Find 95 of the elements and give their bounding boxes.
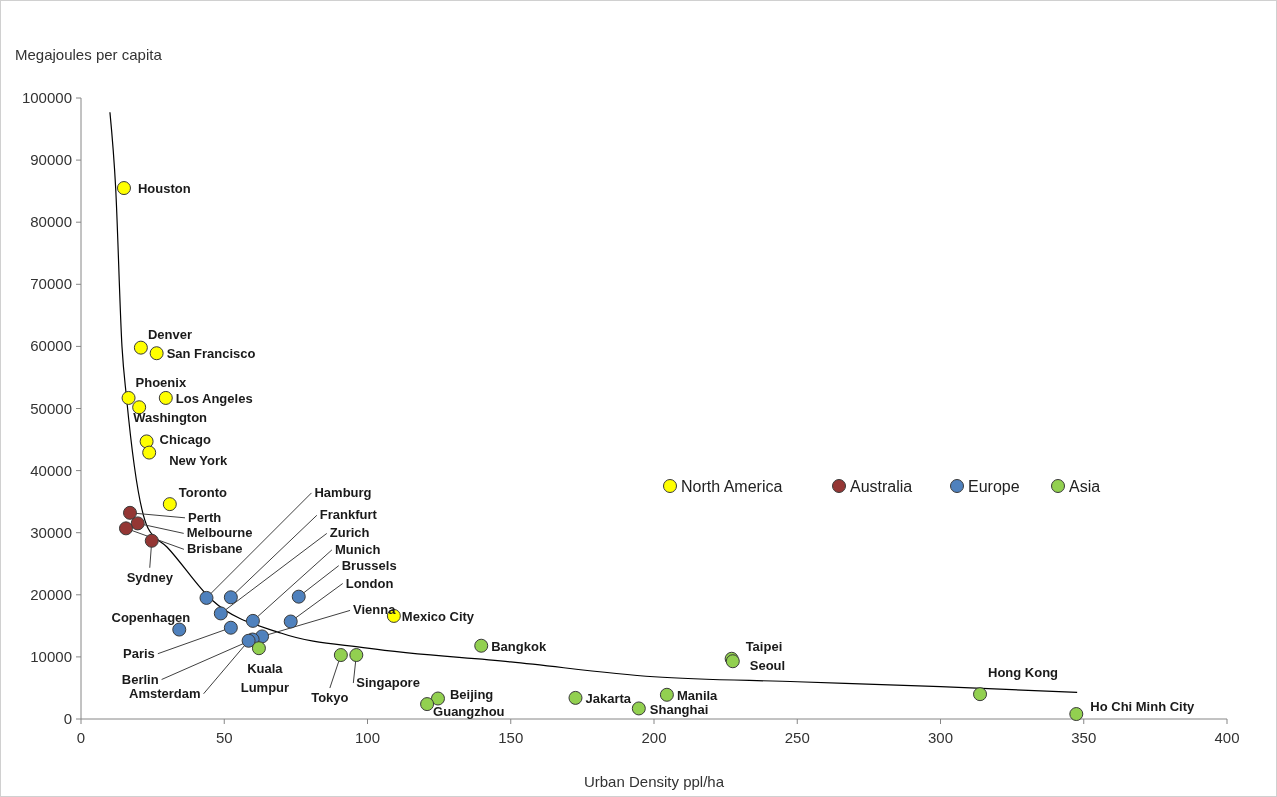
y-axis-title: Megajoules per capita xyxy=(15,46,163,63)
data-label: Brisbane xyxy=(186,541,243,557)
point xyxy=(122,505,137,520)
point xyxy=(349,648,364,663)
point xyxy=(333,648,348,663)
y-tick-label: 70000 xyxy=(30,275,72,293)
y-tick-label: 20000 xyxy=(30,585,72,603)
data-label: Seoul xyxy=(749,658,786,674)
x-tick-label: 300 xyxy=(927,729,954,746)
data-label: Perth xyxy=(187,509,222,525)
data-label: Washington xyxy=(133,410,208,426)
point xyxy=(118,521,133,536)
x-tick-label: 400 xyxy=(1214,729,1240,746)
data-label: Vienna xyxy=(353,602,397,618)
point xyxy=(199,590,214,605)
point xyxy=(139,434,154,449)
data-label: Hong Kong xyxy=(988,665,1059,681)
data-label: Chicago xyxy=(159,432,211,448)
data-label: Tokyo xyxy=(311,690,349,706)
point xyxy=(568,690,583,705)
data-label: Denver xyxy=(147,326,192,342)
point xyxy=(213,606,228,621)
data-label: Taipei xyxy=(745,638,783,654)
point xyxy=(241,633,256,648)
point xyxy=(420,697,435,712)
point xyxy=(144,533,159,548)
data-label: Shanghai xyxy=(649,702,709,718)
y-tick-label: 10000 xyxy=(30,647,72,665)
x-tick-label: 0 xyxy=(76,729,86,746)
point xyxy=(149,346,164,361)
data-label: Sydney xyxy=(126,569,174,585)
data-label: Ho Chi Minh City xyxy=(1090,699,1196,715)
point xyxy=(283,614,298,629)
data-label: London xyxy=(345,575,394,591)
point xyxy=(130,516,145,531)
data-label: Kuala Lumpur xyxy=(240,661,290,696)
data-label: New York xyxy=(169,452,228,468)
x-tick-label: 350 xyxy=(1071,729,1097,746)
y-tick-label: 60000 xyxy=(30,337,72,355)
point xyxy=(142,445,157,460)
point xyxy=(245,613,260,628)
data-label: Zurich xyxy=(329,525,370,541)
y-tick-label: 40000 xyxy=(30,461,72,479)
data-label: Phoenix xyxy=(135,374,187,390)
point xyxy=(251,641,266,656)
point xyxy=(291,589,306,604)
point xyxy=(631,701,646,716)
data-label: Mexico City xyxy=(401,608,475,624)
point xyxy=(223,620,238,635)
data-label: Jakarta xyxy=(585,690,632,706)
data-label: Guangzhou xyxy=(433,704,505,720)
legend-label: Australia xyxy=(850,478,913,495)
data-label: San Francisco xyxy=(166,346,256,362)
data-label: Paris xyxy=(123,645,155,661)
data-label: Toronto xyxy=(178,485,227,501)
data-label: Amsterdam xyxy=(129,685,201,701)
data-label: Munich xyxy=(334,541,381,557)
legend-label: Europe xyxy=(968,478,1020,495)
x-tick-label: 150 xyxy=(498,729,524,746)
point xyxy=(158,390,173,405)
data-label: Bangkok xyxy=(491,638,547,654)
legend-label: Asia xyxy=(1069,478,1101,495)
x-tick-label: 200 xyxy=(641,729,667,746)
legend-label: North America xyxy=(681,478,783,495)
data-label: Houston xyxy=(137,181,191,197)
y-tick-label: 30000 xyxy=(30,523,72,541)
data-label: Singapore xyxy=(356,675,420,691)
data-label: Hamburg xyxy=(314,484,372,500)
data-label: Beijing xyxy=(449,686,494,702)
point xyxy=(659,687,674,702)
y-tick-label: 50000 xyxy=(30,399,72,417)
y-tick-label: 100000 xyxy=(21,89,72,106)
data-label: Los Angeles xyxy=(175,390,253,406)
y-tick-label: 80000 xyxy=(30,213,72,231)
point xyxy=(121,390,136,405)
x-tick-label: 250 xyxy=(784,729,810,746)
point xyxy=(1069,707,1084,722)
x-axis-title: Urban Density ppl/ha xyxy=(583,773,725,790)
data-label: Frankfurt xyxy=(319,507,378,523)
point xyxy=(223,590,238,605)
x-tick-label: 100 xyxy=(354,729,381,746)
point xyxy=(162,497,177,512)
data-label: Berlin xyxy=(121,671,159,687)
y-tick-label: 0 xyxy=(63,710,72,727)
data-label: Melbourne xyxy=(186,525,253,541)
point xyxy=(133,340,148,355)
data-label: Copenhagen xyxy=(111,609,191,625)
point xyxy=(474,638,489,653)
point xyxy=(430,691,445,706)
data-label: Manila xyxy=(676,687,719,703)
y-tick-label: 90000 xyxy=(30,151,72,169)
x-tick-label: 50 xyxy=(215,729,233,746)
point xyxy=(973,687,988,702)
data-label: Brussels xyxy=(341,557,397,573)
point xyxy=(116,181,131,196)
